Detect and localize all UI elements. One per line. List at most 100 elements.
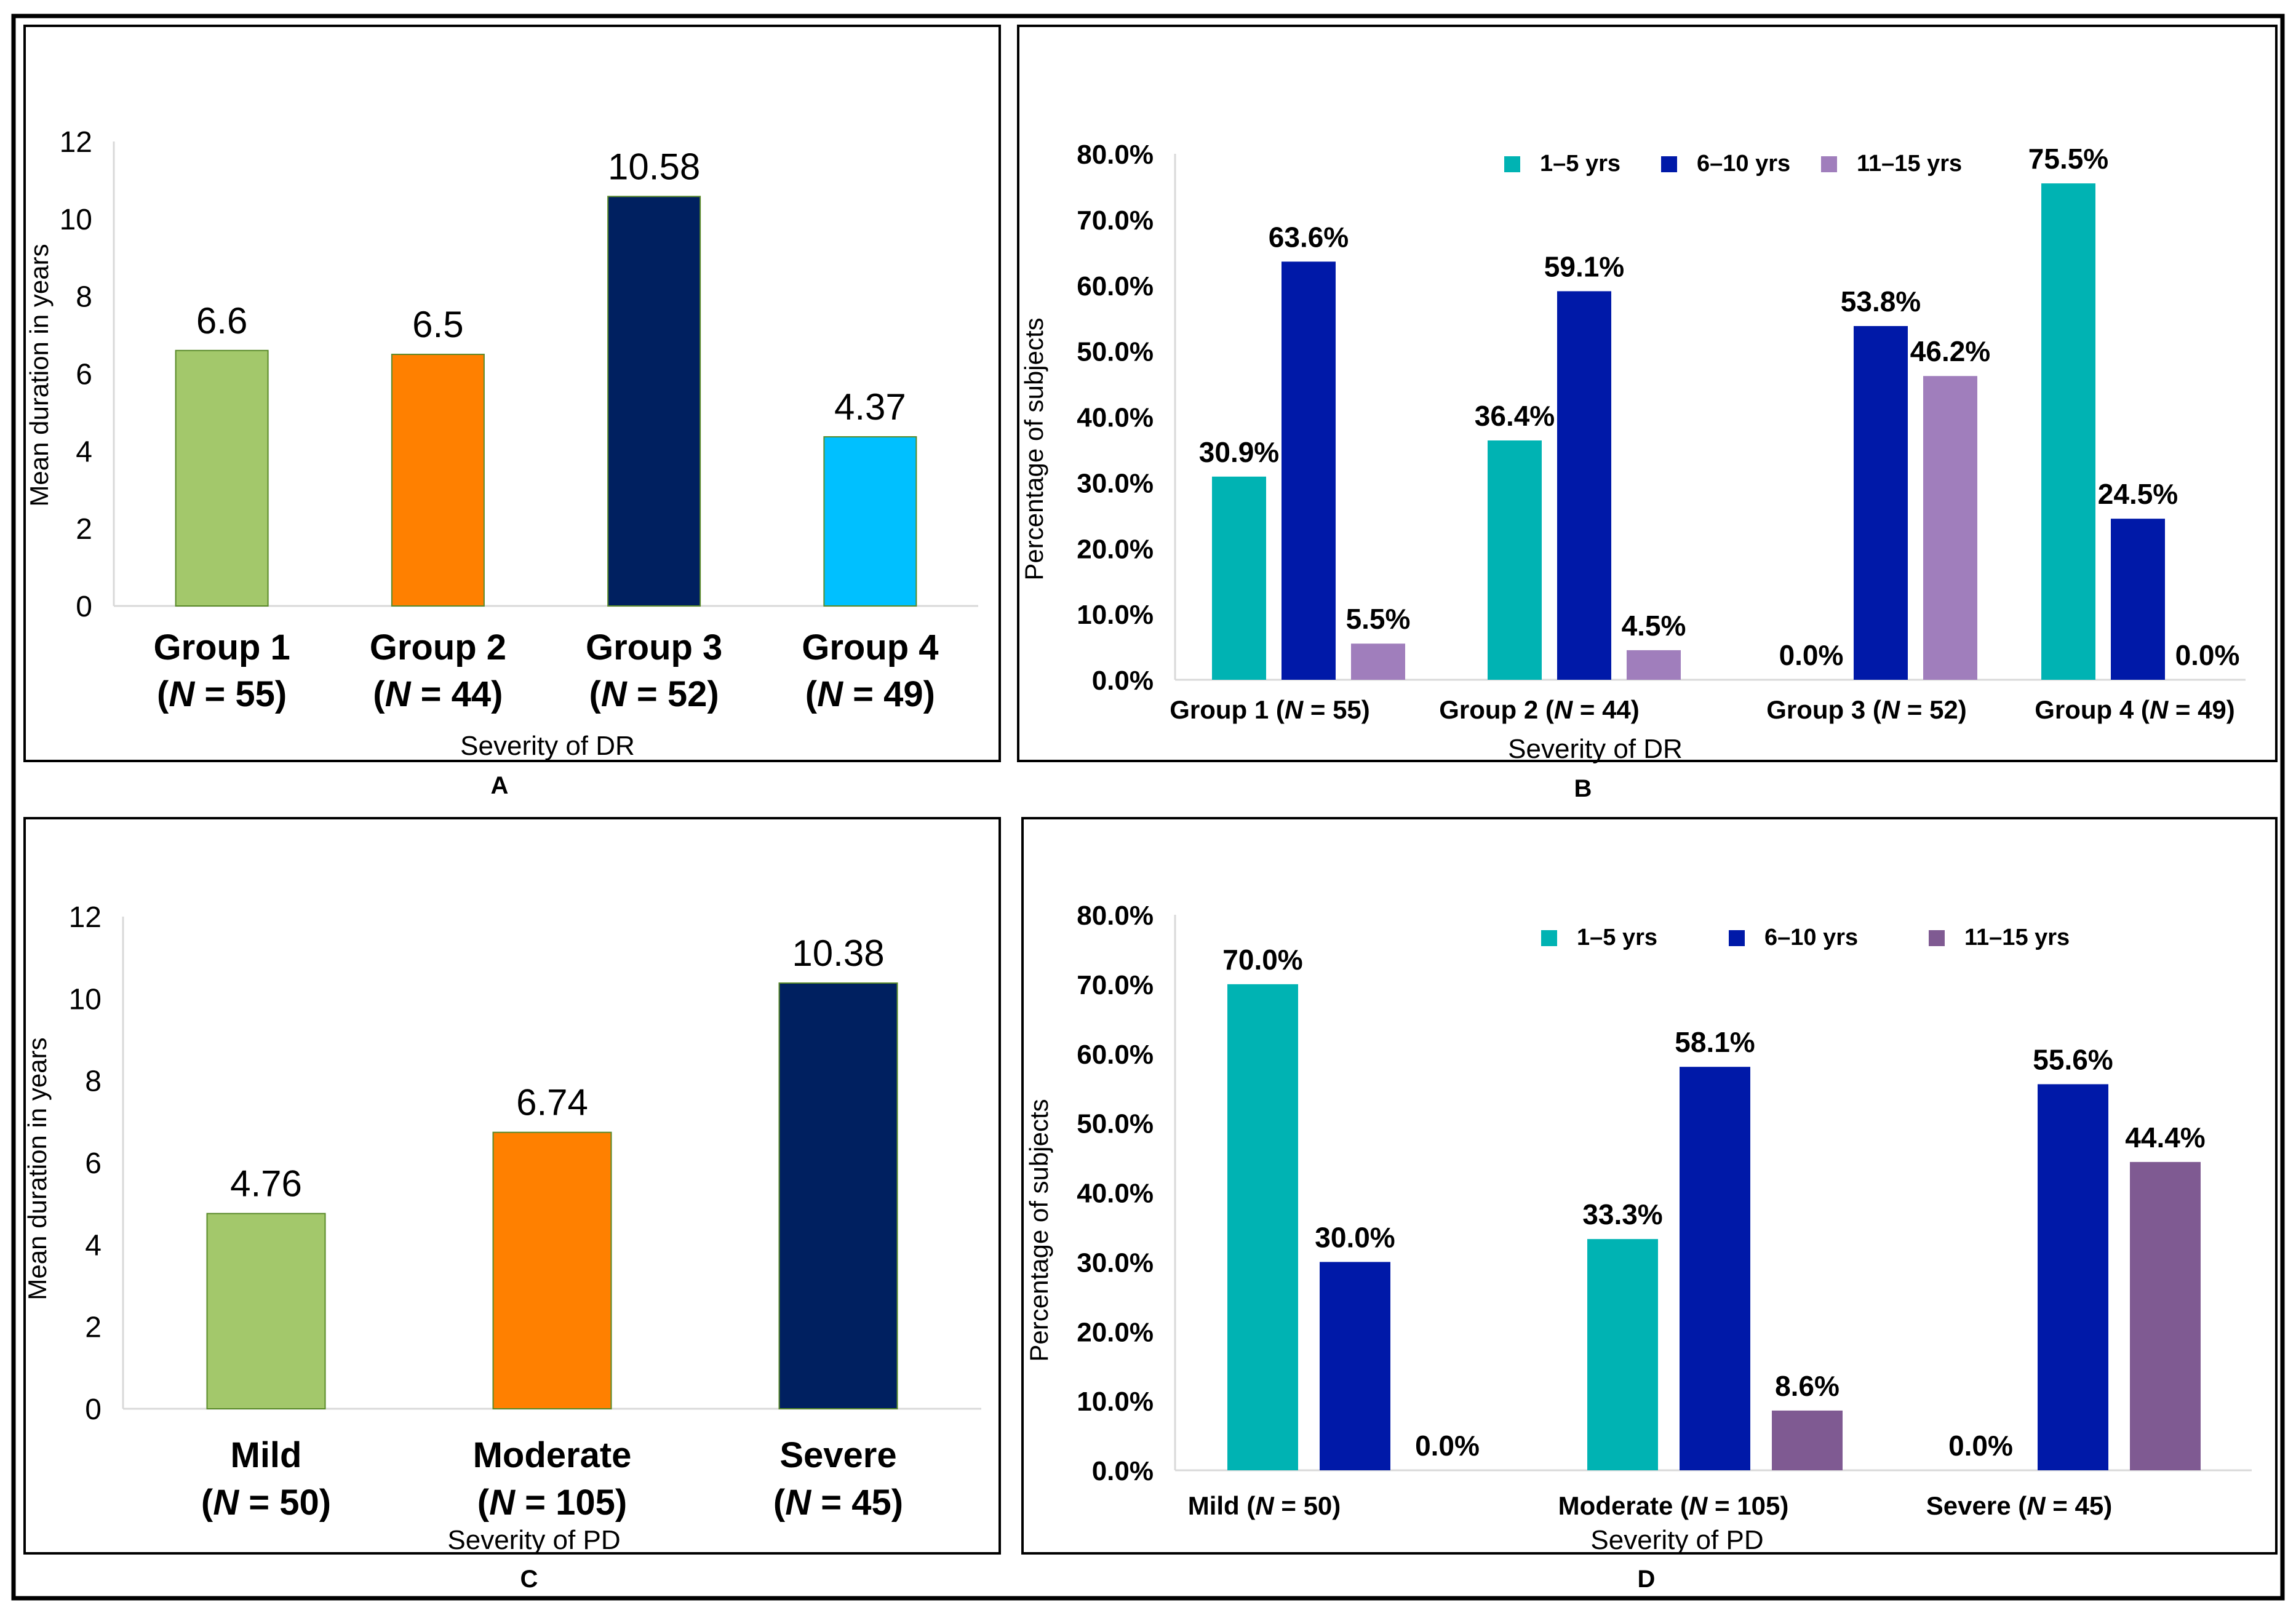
bar [391, 354, 485, 607]
category-n-symbol: N [385, 674, 412, 714]
category-n-value: 45 [2075, 1491, 2103, 1520]
data-label: 30.9% [1199, 436, 1279, 468]
category-n-label: (N = 55) [157, 674, 287, 714]
data-label: 33.3% [1582, 1198, 1662, 1230]
category-n-label: (N = 44) [373, 674, 503, 714]
data-label: 6.6 [196, 300, 247, 341]
category-name: Severe [1926, 1491, 2018, 1520]
y-tick-label: 4 [85, 1229, 102, 1262]
y-tick-label: 50.0% [1077, 1109, 1154, 1139]
category-label: Severe [779, 1435, 896, 1475]
y-tick-label: 2 [76, 513, 92, 546]
category-n-value: 52 [668, 674, 708, 714]
category-label: Mild [231, 1435, 302, 1475]
bar-6-10-yrs [2038, 1084, 2108, 1470]
y-tick-label: 40.0% [1077, 403, 1154, 433]
legend-label: 1–5 yrs [1540, 151, 1620, 177]
category-name: Group 4 [2035, 695, 2134, 724]
category-n-value: 105 [1737, 1491, 1780, 1520]
y-tick-label: 70.0% [1077, 970, 1154, 1000]
bar-11-15-yrs [1772, 1410, 1843, 1470]
bar-6-10-yrs [1854, 326, 1908, 680]
x-axis-title: Severity of PD [447, 1525, 620, 1555]
category-n-value: 52 [1929, 695, 1958, 724]
legend-label: 6–10 yrs [1764, 925, 1858, 950]
data-label: 0.0% [2175, 639, 2240, 671]
legend-label: 1–5 yrs [1577, 925, 1657, 950]
bar [607, 196, 701, 607]
x-axis-title: Severity of PD [1590, 1525, 1763, 1555]
category-label: Mild (N = 50) [1188, 1491, 1341, 1520]
category-n-symbol: N [1285, 695, 1304, 724]
y-tick-label: 0.0% [1092, 666, 1154, 696]
category-n-label: (N = 49) [805, 674, 935, 714]
data-label: 5.5% [1346, 603, 1411, 635]
legend-swatch [1504, 156, 1520, 172]
data-label: 10.58 [608, 146, 700, 187]
y-tick-label: 12 [60, 126, 92, 159]
bar-6-10-yrs [2111, 519, 2165, 680]
y-tick-label: 20.0% [1077, 534, 1154, 564]
bar-6-10-yrs [1320, 1262, 1390, 1470]
bar-6-10-yrs [1557, 291, 1611, 680]
bar [175, 349, 269, 607]
category-name: Group 3 [1766, 695, 1865, 724]
category-n-symbol: N [2027, 1491, 2046, 1520]
category-name: Mild [1188, 1491, 1247, 1520]
category-n-symbol: N [601, 674, 628, 714]
bar-11-15-yrs [1627, 650, 1681, 680]
category-n-value: 44 [452, 674, 492, 714]
data-label: 58.1% [1675, 1026, 1755, 1058]
category-n-symbol: N [1881, 695, 1901, 724]
category-n-symbol: N [1554, 695, 1574, 724]
y-tick-label: 60.0% [1077, 1040, 1154, 1070]
x-axis-title: Severity of DR [1508, 734, 1683, 764]
category-n-value: 55 [235, 674, 275, 714]
y-tick-label: 20.0% [1077, 1317, 1154, 1347]
data-label: 4.5% [1622, 610, 1686, 642]
x-axis-title: Severity of DR [460, 731, 635, 761]
bar [492, 1131, 612, 1409]
category-name: Group 1 [1170, 695, 1269, 724]
data-label: 63.6% [1269, 221, 1349, 253]
bar-11-15-yrs [1351, 643, 1405, 680]
y-tick-label: 50.0% [1077, 337, 1154, 367]
legend-swatch [1541, 930, 1557, 946]
category-n-label: (N = 52) [589, 674, 719, 714]
y-tick-label: 6 [76, 359, 92, 391]
panel-a: 0 2 4 6 8 10 12 6.6 Group 1 (N = 55) 6.5 Group 2 (N … [25, 126, 978, 761]
category-n-symbol: N [785, 1483, 811, 1523]
category-n-symbol: N [169, 674, 195, 714]
data-label: 59.1% [1544, 250, 1624, 282]
category-label: Group 3 (N = 52) [1766, 695, 1967, 724]
bar-11-15-yrs [1923, 376, 1977, 680]
bar [778, 982, 898, 1409]
category-label: Moderate [473, 1435, 632, 1475]
panel-d-frame [1021, 817, 2278, 1555]
data-label: 4.76 [230, 1163, 302, 1205]
y-tick-label: 10.0% [1077, 1387, 1154, 1417]
category-label: Group 1 (N = 55) [1170, 695, 1370, 724]
data-label: 55.6% [2033, 1043, 2113, 1075]
data-label: 30.0% [1315, 1221, 1395, 1253]
category-label: Group 1 [153, 627, 290, 667]
y-axis-title: Mean duration in years [25, 244, 54, 506]
data-label: 0.0% [1948, 1430, 2013, 1462]
y-tick-label: 70.0% [1077, 205, 1154, 236]
legend-swatch [1821, 156, 1837, 172]
legend-label: 11–15 yrs [1964, 925, 2070, 950]
data-label: 36.4% [1475, 400, 1555, 432]
y-axis-title: Mean duration in years [23, 1037, 52, 1300]
panel-c: 0 2 4 6 8 10 12 4.76 Mild (N = 50) 6.74 Moderate (N … [23, 901, 981, 1555]
category-label: Group 3 [586, 627, 722, 667]
data-label: 46.2% [1910, 335, 1990, 367]
category-label: Group 4 (N = 49) [2035, 695, 2235, 724]
panel-a-frame [23, 25, 1001, 762]
y-tick-label: 10 [60, 204, 92, 236]
y-tick-label: 2 [85, 1312, 102, 1344]
y-tick-label: 60.0% [1077, 271, 1154, 301]
legend-swatch [1661, 156, 1677, 172]
y-tick-label: 10 [69, 983, 102, 1016]
bar-1-5-yrs [1488, 440, 1542, 680]
